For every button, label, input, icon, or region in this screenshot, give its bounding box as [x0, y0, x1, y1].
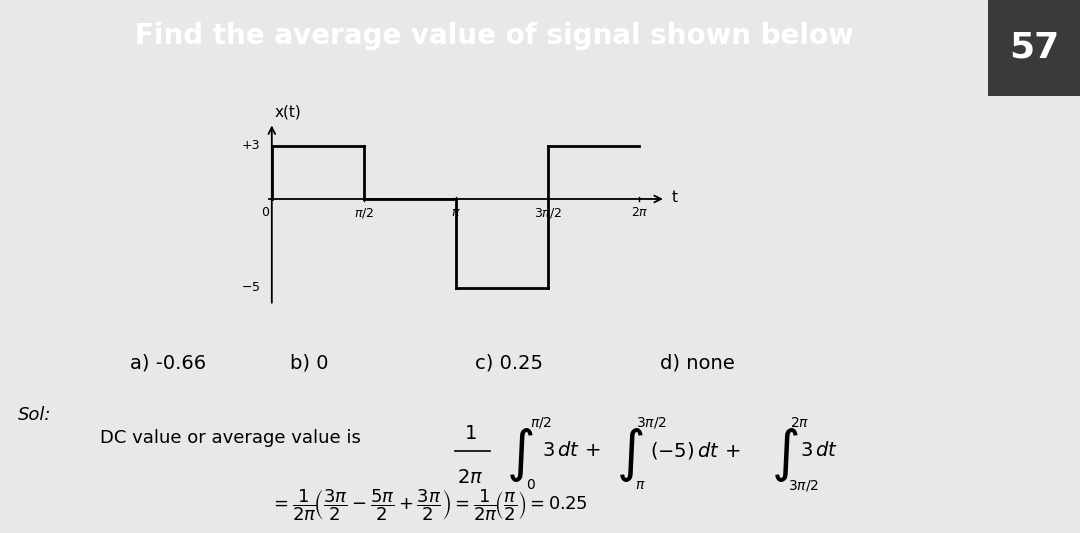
Text: $2\pi$: $2\pi$: [631, 206, 648, 219]
Text: $3\pi/2$: $3\pi/2$: [534, 206, 562, 220]
Text: t: t: [672, 190, 677, 205]
Text: $\pi/2$: $\pi/2$: [530, 415, 552, 430]
Text: $3\pi/2$: $3\pi/2$: [788, 478, 819, 493]
Text: c) 0.25: c) 0.25: [475, 353, 543, 372]
Text: $\pi$: $\pi$: [450, 206, 460, 219]
Text: d) none: d) none: [660, 353, 734, 372]
Text: $3\,dt$: $3\,dt$: [800, 441, 838, 461]
Text: +3: +3: [242, 139, 260, 152]
Text: $3\,dt\,+$: $3\,dt\,+$: [542, 441, 600, 461]
Text: $\int$: $\int$: [617, 426, 644, 484]
Text: $-5$: $-5$: [241, 281, 260, 294]
Text: $\int$: $\int$: [507, 426, 534, 484]
Text: $(-5)\,dt\,+$: $(-5)\,dt\,+$: [650, 440, 741, 462]
Text: b) 0: b) 0: [291, 353, 328, 372]
Text: $2\pi$: $2\pi$: [457, 468, 483, 487]
Text: $\pi/2$: $\pi/2$: [354, 206, 374, 220]
Text: $1$: $1$: [463, 424, 476, 443]
Text: $\int$: $\int$: [771, 426, 799, 484]
Text: $0$: $0$: [526, 478, 536, 492]
FancyBboxPatch shape: [984, 0, 1080, 101]
Text: a) -0.66: a) -0.66: [130, 353, 206, 372]
Text: x(t): x(t): [274, 104, 301, 119]
Text: 57: 57: [1009, 31, 1059, 65]
Text: Sol:: Sol:: [18, 406, 52, 424]
Text: Find the average value of signal shown below: Find the average value of signal shown b…: [135, 22, 853, 50]
Text: $\pi$: $\pi$: [635, 478, 646, 492]
Text: DC value or average value is: DC value or average value is: [100, 429, 361, 447]
Text: 0: 0: [261, 206, 269, 219]
Text: $3\pi/2$: $3\pi/2$: [636, 415, 666, 430]
Text: $=\dfrac{1}{2\pi}\!\left(\dfrac{3\pi}{2}-\dfrac{5\pi}{2}+\dfrac{3\pi}{2}\right)=: $=\dfrac{1}{2\pi}\!\left(\dfrac{3\pi}{2}…: [270, 487, 588, 523]
Text: $2\pi$: $2\pi$: [789, 416, 809, 430]
